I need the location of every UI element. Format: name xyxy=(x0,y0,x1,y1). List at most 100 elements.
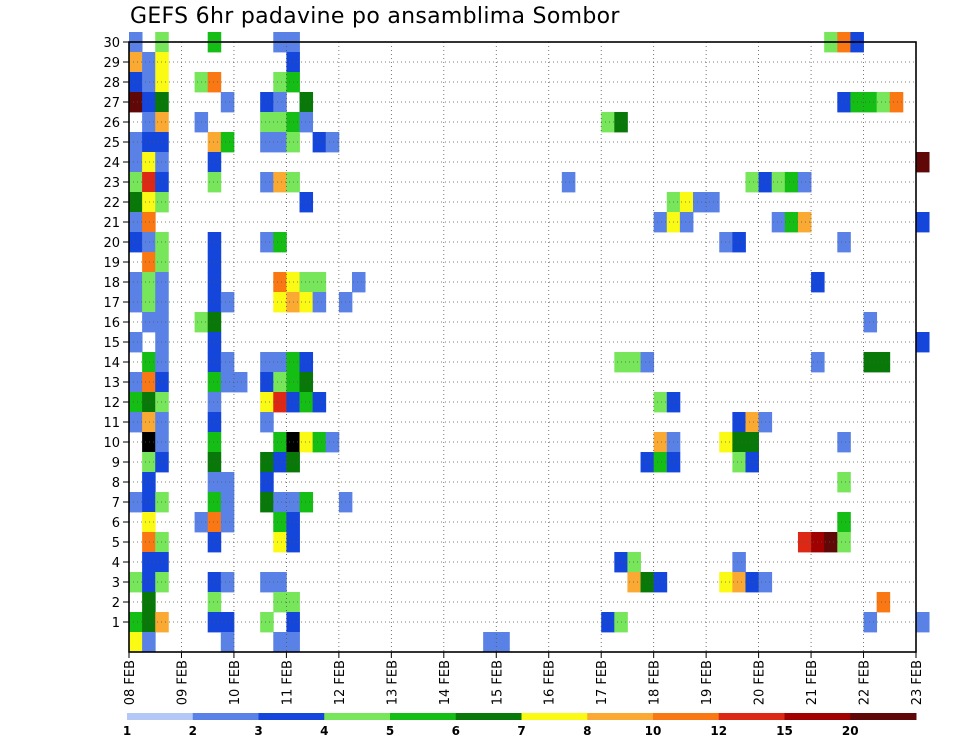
colorbar-label: 7 xyxy=(517,724,525,738)
heatmap-cell xyxy=(286,632,300,653)
colorbar-swatch xyxy=(127,713,194,720)
heatmap-cell xyxy=(627,352,641,373)
heatmap-cell xyxy=(325,432,340,453)
x-tick-label: 17 FEB xyxy=(595,660,610,705)
heatmap-cell xyxy=(142,312,156,333)
heatmap-cell xyxy=(142,52,156,73)
heatmap-cell xyxy=(483,632,497,653)
y-tick-label: 18 xyxy=(103,276,120,291)
heatmap-cell xyxy=(627,572,641,593)
colorbar-swatch xyxy=(455,713,522,720)
heatmap-cell xyxy=(837,512,851,533)
heatmap-cell xyxy=(129,52,143,73)
heatmap-cell xyxy=(142,72,156,93)
colorbar-swatch xyxy=(653,713,720,720)
heatmap-cell xyxy=(220,92,235,113)
x-tick-label: 19 FEB xyxy=(700,660,715,705)
heatmap-cell xyxy=(142,432,156,453)
heatmap-cell xyxy=(142,192,156,213)
heatmap-cell xyxy=(260,492,274,513)
heatmap-cell xyxy=(273,572,287,593)
heatmap-cell xyxy=(273,532,287,553)
heatmap-cell xyxy=(601,112,615,133)
heatmap-cell xyxy=(207,72,222,93)
heatmap-cell xyxy=(745,452,759,473)
heatmap-cell xyxy=(351,272,366,293)
heatmap-cell xyxy=(273,292,287,313)
colorbar-swatch xyxy=(587,713,654,720)
colorbar-label: 2 xyxy=(189,724,197,738)
heatmap-cell xyxy=(129,272,143,293)
heatmap-cell xyxy=(129,632,143,653)
heatmap-cell xyxy=(142,272,156,293)
heatmap-cell xyxy=(207,152,222,173)
y-tick-label: 7 xyxy=(112,496,120,511)
heatmap-cell xyxy=(260,452,274,473)
heatmap-cell xyxy=(732,432,746,453)
heatmap-cell xyxy=(745,172,759,193)
heatmap-cell xyxy=(129,72,143,93)
heatmap-cell xyxy=(299,352,314,373)
y-tick-label: 15 xyxy=(103,336,120,351)
heatmap-cell xyxy=(273,352,287,373)
heatmap-cell xyxy=(312,292,327,313)
y-tick-label: 24 xyxy=(103,156,120,171)
heatmap-cell xyxy=(142,592,156,613)
heatmap-cell xyxy=(863,92,878,113)
colorbar-label: 20 xyxy=(842,724,859,738)
x-axis: 08 FEB 09 FEB 10 FEB 11 FEB 12 FEB 13 FEB 14 F… xyxy=(123,652,925,705)
colorbar-swatch xyxy=(192,713,259,720)
heatmap-cell xyxy=(142,412,156,433)
heatmap-cell xyxy=(876,352,891,373)
heatmap-cell xyxy=(129,292,143,313)
heatmap-cell xyxy=(299,272,314,293)
heatmap-cell xyxy=(273,112,287,133)
heatmap-cell xyxy=(260,472,274,493)
heatmap-cell xyxy=(273,92,287,113)
heatmap-cell xyxy=(627,552,641,573)
heatmap-cell xyxy=(312,432,327,453)
heatmap-cell xyxy=(653,572,668,593)
heatmap-cell xyxy=(207,592,222,613)
heatmap-cell xyxy=(260,412,274,433)
heatmap-cell xyxy=(299,372,314,393)
colorbar-label: 1 xyxy=(123,724,131,738)
heatmap-cell xyxy=(142,392,156,413)
heatmap-cell xyxy=(142,152,156,173)
y-tick-label: 23 xyxy=(103,176,120,191)
heatmap-cell xyxy=(220,352,235,373)
heatmap-cell xyxy=(784,212,799,233)
heatmap-cell xyxy=(312,272,327,293)
heatmap-cell xyxy=(273,272,287,293)
heatmap-cell xyxy=(207,512,222,533)
heatmap-cell xyxy=(273,432,287,453)
heatmap-cell xyxy=(142,352,156,373)
heatmap-cell xyxy=(876,592,891,613)
x-tick-label: 20 FEB xyxy=(753,660,768,705)
heatmap-cell xyxy=(142,472,156,493)
heatmap-cell xyxy=(129,612,143,633)
x-tick-label: 10 FEB xyxy=(228,660,243,705)
heatmap-cell xyxy=(129,492,143,513)
y-tick-label: 10 xyxy=(103,436,120,451)
heatmap-cell xyxy=(784,172,799,193)
x-tick-label: 15 FEB xyxy=(490,660,505,705)
heatmap-cell xyxy=(129,92,143,113)
heatmap-cell xyxy=(863,352,878,373)
heatmap-cell xyxy=(129,212,143,233)
y-tick-label: 17 xyxy=(103,296,120,311)
x-tick-label: 23 FEB xyxy=(910,660,925,705)
heatmap-cell xyxy=(207,412,222,433)
heatmap-cell xyxy=(207,432,222,453)
heatmap-cell xyxy=(916,152,930,173)
heatmap-cell xyxy=(207,292,222,313)
x-tick-label: 16 FEB xyxy=(543,660,558,705)
heatmap-cell xyxy=(771,172,786,193)
colorbar-label: 6 xyxy=(452,724,460,738)
colorbar-swatch xyxy=(718,713,785,720)
heatmap-cell xyxy=(916,212,930,233)
heatmap-cell xyxy=(142,572,156,593)
heatmap-cell xyxy=(220,612,235,633)
heatmap-cell xyxy=(325,132,340,153)
y-tick-label: 20 xyxy=(103,236,120,251)
